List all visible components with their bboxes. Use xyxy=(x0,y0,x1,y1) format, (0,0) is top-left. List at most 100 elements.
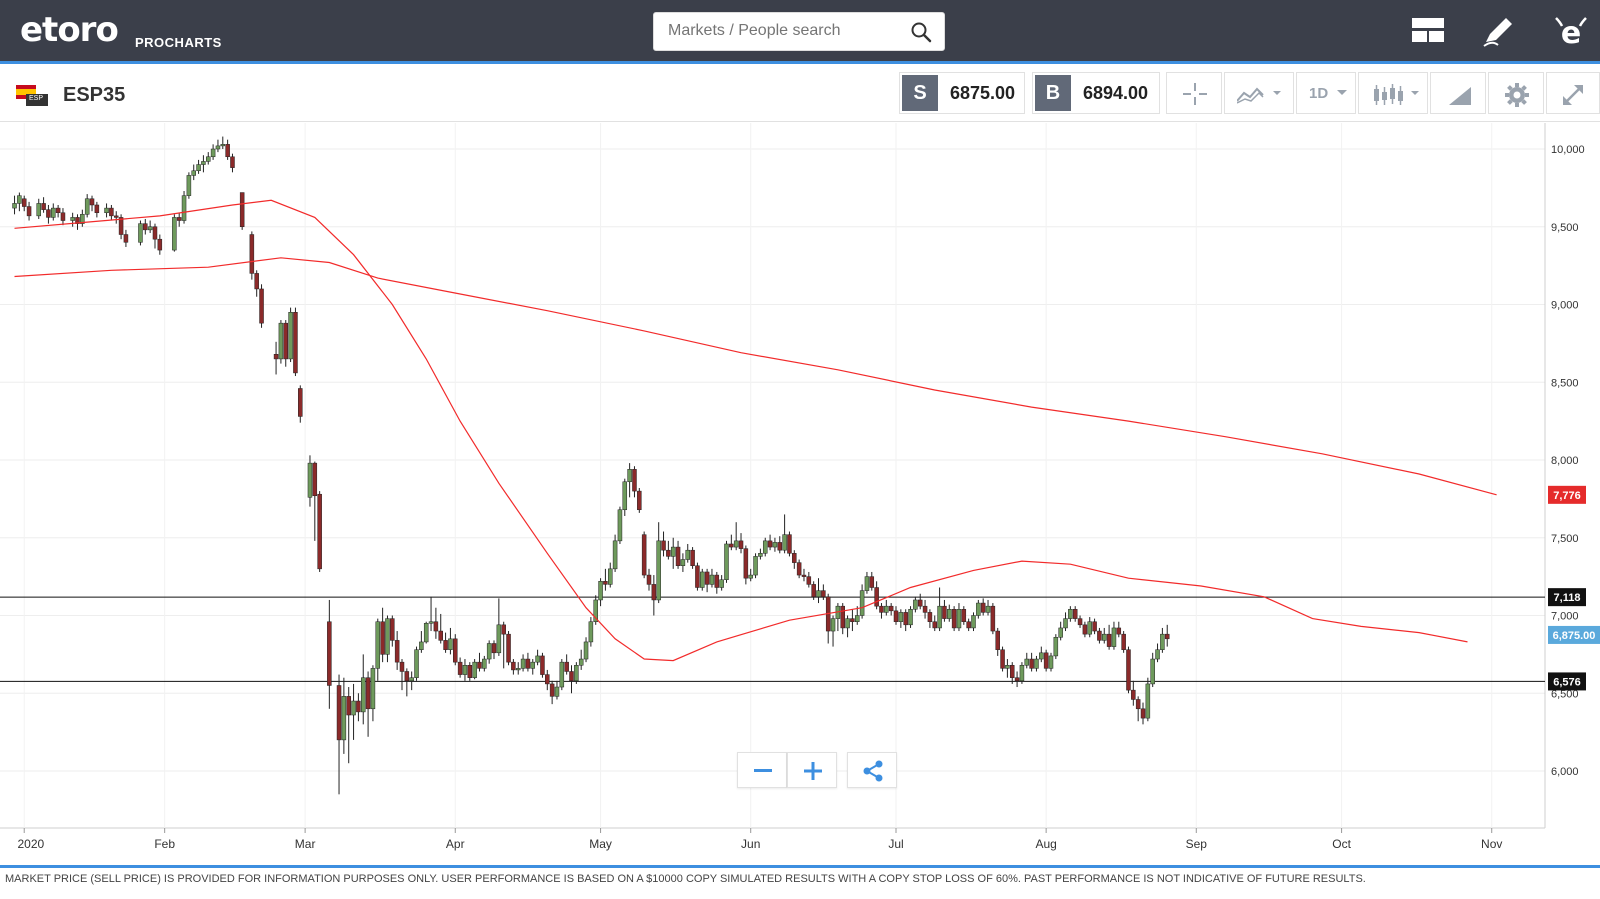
candle-body xyxy=(312,462,318,497)
candle-body xyxy=(1164,633,1170,640)
price-label-bg xyxy=(1548,625,1600,644)
candle-body xyxy=(249,234,255,274)
candle-body xyxy=(656,540,661,601)
candle-body xyxy=(845,618,850,629)
candle-body xyxy=(893,610,899,622)
candle-body xyxy=(1097,630,1102,641)
candle-body xyxy=(758,553,763,557)
candle-body xyxy=(559,661,565,688)
candle-body xyxy=(578,658,584,666)
moving-averages xyxy=(14,199,1497,662)
candle-body xyxy=(176,217,182,221)
candle-body xyxy=(443,640,448,650)
h-line-label-bg xyxy=(1548,672,1586,691)
candle-body xyxy=(1024,658,1030,666)
candle-body xyxy=(1058,627,1063,638)
price-chart[interactable]: 10,000 9,500 9,000 8,500 8,000 7,500 7,000 6,50… xyxy=(0,123,1600,863)
candle-body xyxy=(520,658,526,669)
sell-button[interactable]: S 6875.00 xyxy=(899,72,1025,114)
candle-body xyxy=(782,534,787,551)
candle-body xyxy=(777,542,783,551)
candle-body xyxy=(641,534,647,576)
pencil-icon[interactable] xyxy=(1480,12,1520,52)
timeframe-dropdown[interactable]: 1D xyxy=(1296,72,1356,114)
price-labels: 7,118 6,576 7,776 6,875.00 xyxy=(1548,485,1600,691)
candle-body xyxy=(792,553,797,563)
candle-body xyxy=(172,217,177,251)
candle-body xyxy=(864,576,870,591)
candle-body xyxy=(627,469,632,483)
candle-body xyxy=(685,549,690,560)
candle-body xyxy=(1029,658,1034,669)
candle-body xyxy=(394,640,400,663)
candle-body xyxy=(201,161,206,165)
candle-body xyxy=(327,621,332,686)
line-chart-icon xyxy=(1237,87,1281,104)
candle-body xyxy=(80,214,85,224)
grid xyxy=(0,123,1546,833)
candle-body xyxy=(273,354,279,360)
disclaimer-text: MARKET PRICE (SELL PRICE) IS PROVIDED FO… xyxy=(5,873,1366,885)
candle-body xyxy=(152,226,158,240)
chart-type-dropdown[interactable] xyxy=(1358,72,1428,114)
search-box[interactable] xyxy=(653,12,945,51)
candle-body xyxy=(293,312,298,374)
crosshair-icon xyxy=(1183,83,1207,105)
candle-body xyxy=(690,549,695,566)
candle-body xyxy=(1009,665,1015,678)
candle-body xyxy=(206,156,211,162)
candle-body xyxy=(1102,633,1107,641)
y-tick-label: 9,000 xyxy=(1551,300,1579,312)
candle-body xyxy=(239,192,245,227)
candle-body xyxy=(695,565,700,588)
indicators-dropdown[interactable] xyxy=(1224,72,1294,114)
candle-body xyxy=(143,223,148,231)
candle-body xyxy=(966,621,971,629)
candle-body xyxy=(888,605,894,612)
candle-body xyxy=(75,217,80,224)
candle-body xyxy=(70,217,75,221)
candle-body xyxy=(748,574,753,579)
candle-body xyxy=(637,490,642,511)
candle-body xyxy=(477,661,482,669)
x-tick-label: Mar xyxy=(295,837,316,851)
search-input[interactable] xyxy=(668,22,898,40)
timeframe-label: 1D xyxy=(1309,85,1329,102)
candle-body xyxy=(719,579,724,588)
fullscreen-button[interactable] xyxy=(1546,72,1600,114)
x-tick-label: Feb xyxy=(154,837,175,851)
zoom-in-button[interactable] xyxy=(787,752,837,788)
settings-button[interactable] xyxy=(1488,72,1544,114)
zoom-out-button[interactable] xyxy=(737,752,787,788)
y-tick-label: 10,000 xyxy=(1551,144,1585,156)
candle-body xyxy=(196,164,201,172)
candle-body xyxy=(210,148,216,158)
svg-text:e: e xyxy=(1561,16,1581,50)
candlestick-icon xyxy=(1374,84,1419,105)
candle-body xyxy=(1126,649,1131,691)
share-button[interactable] xyxy=(847,752,897,788)
buy-price: 6894.00 xyxy=(1083,83,1149,103)
candlestick-chart[interactable]: 10,000 9,500 9,000 8,500 8,000 7,500 7,000 6,50… xyxy=(0,123,1600,863)
candle-body xyxy=(666,549,671,557)
layout-icon[interactable] xyxy=(1410,12,1450,52)
etoro-logo[interactable]: etoro xyxy=(20,10,119,50)
procharts-label: PROCHARTS xyxy=(135,35,222,50)
search-icon[interactable] xyxy=(910,21,932,48)
etoro-e-icon[interactable]: e xyxy=(1552,12,1592,52)
candle-body xyxy=(17,195,22,204)
candle-body xyxy=(1087,621,1092,635)
candle-body xyxy=(753,556,758,576)
candle-body xyxy=(457,661,463,675)
drawing-tools-button[interactable] xyxy=(1430,72,1486,114)
buy-button[interactable]: B 6894.00 xyxy=(1032,72,1160,114)
candle-body xyxy=(612,540,618,570)
candle-body xyxy=(651,584,657,601)
moving-average-short xyxy=(14,199,1468,662)
candle-body xyxy=(307,462,313,498)
crosshair-button[interactable] xyxy=(1166,72,1222,114)
candle-body xyxy=(564,661,569,672)
x-tick-label: 2020 xyxy=(18,837,45,851)
candle-body xyxy=(254,273,259,290)
candle-body xyxy=(980,602,986,613)
